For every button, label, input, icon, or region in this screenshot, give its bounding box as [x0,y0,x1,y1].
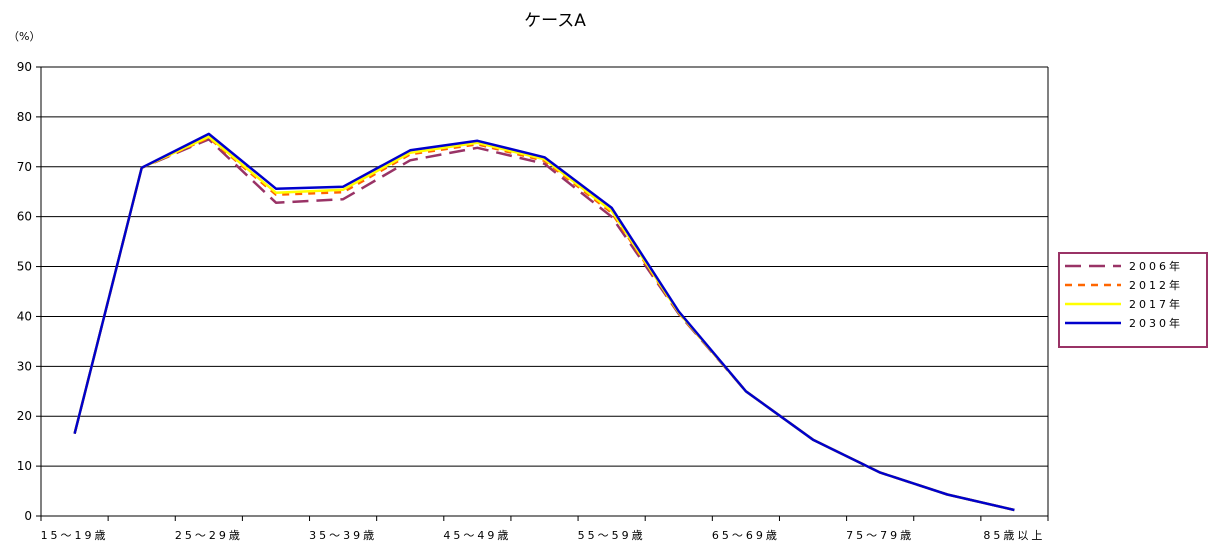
x-tick-label: 65～69歳 [712,529,780,542]
y-tick-label: 60 [17,210,32,224]
legend-label: 2017年 [1129,297,1183,311]
y-tick-label: 90 [17,60,32,74]
y-tick-label: 30 [17,359,32,373]
y-tick-label: 20 [17,409,32,423]
y-tick-label: 0 [24,509,32,523]
series-line-2017年 [73,135,1015,512]
x-tick-label: 75～79歳 [846,529,914,542]
y-tick-label: 40 [17,309,32,323]
y-tick-label: 80 [17,110,32,124]
y-tick-label: 50 [17,260,32,274]
x-tick-labels: 15～19歳 25～29歳 35～39歳 45～49歳 55～59歳 65～69歳 75～7… [41,529,1045,542]
x-tick-label: 25～29歳 [175,529,243,542]
x-tick-label: 55～59歳 [578,529,646,542]
x-tick-label: 15～19歳 [41,529,109,542]
legend-label: 2030年 [1129,316,1183,330]
x-tick-label: 45～49歳 [443,529,511,542]
legend-label: 2012年 [1129,278,1183,292]
legend: 2006年 2012年 2017年 2030年 [1058,252,1208,348]
x-tick-label: 35～39歳 [309,529,377,542]
chart-title: ケースA [524,11,586,31]
y-tick-label: 70 [17,160,32,174]
y-axis-label: （%） [8,30,40,43]
series-line-2012年 [73,136,1015,512]
y-tick-labels: 0 10 20 30 40 50 60 70 80 90 [17,60,32,523]
x-tick-label: 85歳以上 [983,529,1045,542]
legend-box [1058,252,1208,348]
series-line-2006年 [73,138,1015,512]
gridlines [36,66,1049,521]
series-lines [73,132,1015,512]
legend-label: 2006年 [1129,259,1183,273]
y-tick-label: 10 [17,459,32,473]
series-line-2030年 [73,132,1015,512]
